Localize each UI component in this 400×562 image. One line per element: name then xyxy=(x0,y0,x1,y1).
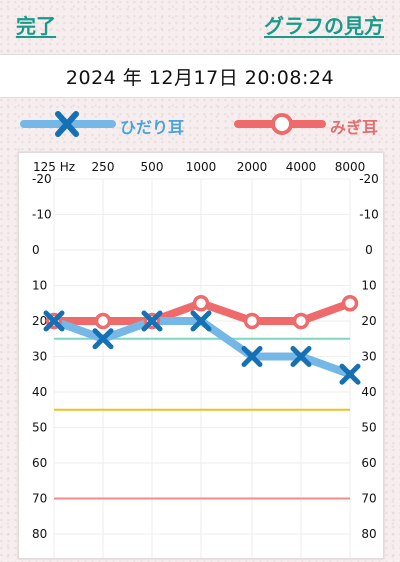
left-ear-point xyxy=(141,310,163,332)
y-tick-label-left: 0 xyxy=(32,243,40,257)
y-tick-label-left: 50 xyxy=(32,421,47,435)
y-tick-label-left: 30 xyxy=(32,350,47,364)
left-ear-point xyxy=(241,346,263,367)
x-tick-label: 2000 xyxy=(237,160,268,174)
y-tick-label-left: 20 xyxy=(32,314,47,328)
y-tick-label-right: 30 xyxy=(361,350,376,364)
y-tick-label-right: 0 xyxy=(365,243,373,257)
y-tick-label-right: 70 xyxy=(361,492,376,506)
y-tick-label-right: 60 xyxy=(361,456,376,470)
audiogram-chart: 125 Hz 250 500 1000 2000 4000 8000-20 -20-10 -10… xyxy=(32,160,379,558)
x-tick-label: 250 xyxy=(92,160,115,174)
right-ear-point xyxy=(341,295,359,312)
y-tick-label-left: 60 xyxy=(32,456,47,470)
right-ear-point xyxy=(243,312,261,330)
done-button[interactable]: 完了 xyxy=(16,14,56,38)
right-ear-point xyxy=(292,312,310,330)
circle-mark-icon xyxy=(271,113,293,135)
right-ear-point xyxy=(192,295,210,312)
right-ear-point xyxy=(94,312,112,330)
left-ear-line xyxy=(50,317,354,379)
legend-left-ear-label: ひだり耳 xyxy=(120,118,185,137)
x-tick-label: 500 xyxy=(141,160,164,174)
left-ear-point xyxy=(339,363,361,385)
date-bar: 2024 年 12月17日 20:08:24 xyxy=(0,54,400,98)
x-mark-icon xyxy=(55,111,79,137)
y-tick-label-left: -10 xyxy=(32,208,52,222)
y-tick-label-left: -20 xyxy=(32,172,52,186)
left-ear-point xyxy=(43,310,65,332)
left-ear-point xyxy=(190,310,212,332)
y-tick-label-right: 20 xyxy=(361,314,376,328)
test-datetime: 2024 年 12月17日 20:08:24 xyxy=(65,66,335,89)
y-tick-label-right: -20 xyxy=(359,172,379,186)
y-tick-label-right: 50 xyxy=(361,421,376,435)
graph-guide-link[interactable]: グラフの見方 xyxy=(264,14,384,38)
y-tick-label-left: 40 xyxy=(32,385,47,399)
y-tick-label-right: 80 xyxy=(361,527,376,541)
legend-right-ear-label: みぎ耳 xyxy=(330,118,379,137)
y-tick-label-left: 80 xyxy=(32,527,47,541)
legend-graphics xyxy=(20,111,326,137)
x-tick-label: 125 Hz xyxy=(33,160,75,174)
x-tick-label: 1000 xyxy=(186,160,217,174)
x-tick-label: 8000 xyxy=(335,160,366,174)
y-tick-label-right: -10 xyxy=(359,208,379,222)
left-ear-point xyxy=(290,346,312,367)
top-bar: 完了 グラフの見方 xyxy=(0,0,400,48)
y-tick-label-right: 40 xyxy=(361,385,376,399)
x-tick-label: 4000 xyxy=(286,160,317,174)
audiogram-card: 125 Hz 250 500 1000 2000 4000 8000 -20 -20 -10 -10… xyxy=(18,152,384,559)
y-tick-label-left: 70 xyxy=(32,492,47,506)
left-ear-point xyxy=(92,328,114,350)
y-tick-label-left: 10 xyxy=(32,279,47,293)
legend: ひだり耳 みぎ耳 xyxy=(0,108,400,142)
y-tick-label-right: 10 xyxy=(361,279,376,293)
